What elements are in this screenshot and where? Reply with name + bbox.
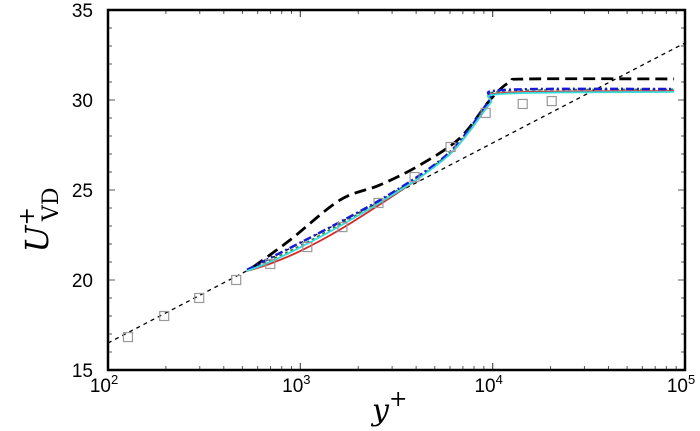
data-marker [337,221,348,233]
y-tick-label: 20 [72,271,93,292]
x-tick-label: 105 [667,372,695,397]
data-marker [546,95,557,107]
data-marker [445,141,456,153]
series-line [246,87,675,272]
y-tick-labels: 15 20 25 30 35 [72,1,93,382]
y-tick-label: 35 [72,1,93,22]
data-marker [480,107,491,119]
plot-frame [106,8,687,372]
y-tick-label: 25 [72,181,93,202]
series-line [252,77,675,269]
data-marker [409,171,420,183]
data-marker [302,241,313,253]
data-marker [231,274,242,286]
data-marker [159,310,170,322]
x-tick-label: 103 [282,372,310,397]
series-line [246,90,675,272]
x-tick-labels: 102 103 104 105 [90,372,695,397]
series-line [246,91,675,272]
data-marker [122,331,134,343]
y-tick-label: 30 [72,91,93,112]
x-axis-title: y+ [370,387,407,428]
data-marker [194,292,205,304]
x-tick-label: 102 [90,372,118,397]
series-line [246,88,675,272]
series-layer [108,42,685,344]
x-tick-label: 104 [474,372,502,397]
y-tick-label: 15 [72,361,93,382]
data-marker [517,98,528,110]
y-axis-title: U+VD [15,188,64,253]
data-marker [373,197,384,209]
data-marker [265,258,276,270]
svg-text:U+VD: U+VD [15,188,64,253]
